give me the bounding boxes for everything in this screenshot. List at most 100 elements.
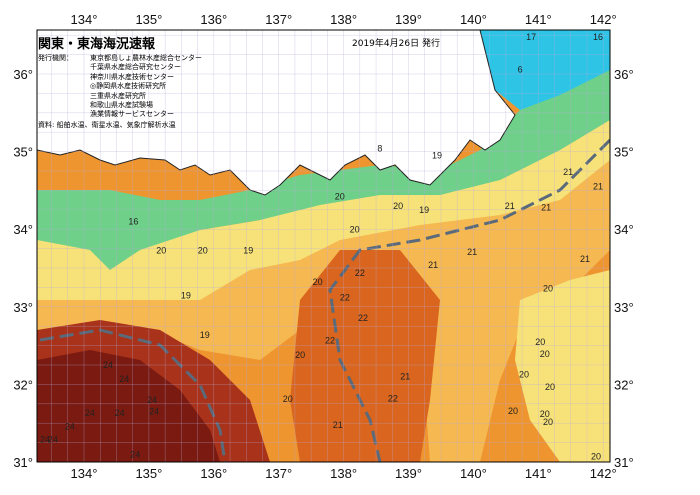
issuer-item: 三重県水産研究所 bbox=[90, 91, 146, 100]
lat-tick-right: 33° bbox=[614, 300, 634, 315]
lon-tick-bottom: 135° bbox=[135, 466, 162, 481]
lat-tick-right: 32° bbox=[614, 377, 634, 392]
contour-label: 24 bbox=[115, 408, 125, 418]
contour-label: 20 bbox=[535, 337, 545, 347]
lon-tick-bottom: 139° bbox=[395, 466, 422, 481]
lat-tick-left: 33° bbox=[13, 300, 33, 315]
data-source: 資料: 船舶水温、衛星水温、気象庁解析水温 bbox=[38, 121, 176, 129]
lat-tick-left: 36° bbox=[13, 67, 33, 82]
contour-label: 24 bbox=[130, 449, 140, 459]
contour-label: 20 bbox=[393, 201, 403, 211]
contour-label: 21 bbox=[580, 254, 590, 264]
lon-tick-top: 139° bbox=[395, 12, 422, 27]
contour-label: 24 bbox=[65, 421, 75, 431]
issuer-item: 漁業情報サービスセンター bbox=[90, 110, 174, 119]
contour-label: 20 bbox=[545, 382, 555, 392]
contour-labels: 17 16 6 8 19 21 21 20 19 20 21 21 16 20 20 20 19 21 21 21 22… bbox=[40, 32, 603, 462]
contour-label: 16 bbox=[128, 217, 138, 227]
contour-label: 21 bbox=[467, 247, 477, 257]
contour-label: 22 bbox=[388, 393, 398, 403]
land bbox=[37, 30, 516, 196]
lat-tick-left: 35° bbox=[13, 145, 33, 160]
contour-label: 24 bbox=[40, 435, 50, 445]
sea-cold bbox=[480, 30, 610, 110]
lon-tick-top: 136° bbox=[200, 12, 227, 27]
lat-tick-right: 31° bbox=[614, 455, 634, 470]
lon-tick-top: 140° bbox=[460, 12, 487, 27]
contour-label: 19 bbox=[432, 151, 442, 161]
contour-label: 21 bbox=[333, 420, 343, 430]
issuer-item: 和歌山県水産試験場 bbox=[90, 101, 153, 110]
lon-tick-top: 141° bbox=[525, 12, 552, 27]
lon-tick-top: 135° bbox=[135, 12, 162, 27]
contour-label: 24 bbox=[103, 360, 113, 370]
sea-darkred bbox=[37, 350, 220, 462]
contour-label: 22 bbox=[358, 313, 368, 323]
contour-label: 20 bbox=[540, 409, 550, 419]
contour-label: 20 bbox=[198, 245, 208, 255]
lon-tick-bottom: 138° bbox=[330, 466, 357, 481]
lat-tick-right: 34° bbox=[614, 222, 634, 237]
issuer-item: 東京都島しょ農林水産総合センター bbox=[90, 54, 202, 62]
lon-tick-bottom: 140° bbox=[460, 466, 487, 481]
lat-tick-left: 32° bbox=[13, 377, 33, 392]
contour-label: 20 bbox=[283, 394, 293, 404]
contour-label: 8 bbox=[377, 144, 382, 154]
contour-label: 16 bbox=[593, 32, 603, 42]
lat-tick-left: 31° bbox=[13, 455, 33, 470]
contour-label: 19 bbox=[181, 290, 191, 300]
issuers-label: 発行機関： bbox=[38, 54, 73, 62]
axis-ticks: 134° 134° 135° 135° 136° 136° 137° 137° 138° 138°… bbox=[13, 12, 633, 481]
lon-tick-bottom: 136° bbox=[200, 466, 227, 481]
grid-lines bbox=[37, 30, 610, 462]
lon-tick-bottom: 137° bbox=[265, 466, 292, 481]
lon-tick-bottom: 134° bbox=[71, 466, 98, 481]
contour-label: 22 bbox=[340, 293, 350, 303]
sea-yellow bbox=[37, 90, 610, 300]
contour-label: 21 bbox=[541, 203, 551, 213]
contour-label: 21 bbox=[400, 372, 410, 382]
sea-temperature-fields: 17 16 6 8 19 21 21 20 19 20 21 21 16 20 20 20 19 21 21 21 22… bbox=[37, 30, 610, 462]
contour-label: 22 bbox=[325, 335, 335, 345]
sea-green bbox=[37, 55, 610, 270]
contour-label: 21 bbox=[593, 182, 603, 192]
contour-label: 21 bbox=[428, 260, 438, 270]
contour-label: 20 bbox=[591, 452, 601, 462]
lon-tick-bottom: 141° bbox=[525, 466, 552, 481]
issue-date: 2019年4月26日 発行 bbox=[352, 39, 440, 49]
contour-label: 20 bbox=[543, 283, 553, 293]
contour-label: 24 bbox=[119, 374, 129, 384]
lat-tick-right: 35° bbox=[614, 145, 634, 160]
contour-label: 21 bbox=[505, 201, 515, 211]
contour-label: 20 bbox=[519, 369, 529, 379]
contour-label: 20 bbox=[508, 406, 518, 416]
issuer-item: ◎静岡県水産技術研究所 bbox=[90, 82, 167, 91]
contour-label: 20 bbox=[350, 224, 360, 234]
contour-label: 22 bbox=[355, 268, 365, 278]
contour-label: 20 bbox=[295, 350, 305, 360]
lat-tick-right: 36° bbox=[614, 67, 634, 82]
contour-label: 6 bbox=[518, 64, 523, 74]
contour-label: 17 bbox=[526, 32, 536, 42]
contour-label: 20 bbox=[335, 192, 345, 202]
contour-label: 20 bbox=[156, 245, 166, 255]
map-title: 関東・東海海況速報 bbox=[38, 37, 156, 52]
lon-tick-top: 134° bbox=[71, 12, 98, 27]
contour-label: 24 bbox=[85, 408, 95, 418]
lon-tick-top: 137° bbox=[265, 12, 292, 27]
contour-label: 24 bbox=[48, 435, 58, 445]
contour-label: 24 bbox=[147, 395, 157, 405]
sea-yellow-east bbox=[515, 270, 610, 462]
issuers-block: 発行機関： 東京都島しょ農林水産総合センター 千葉県水産総合研究センター 神奈川… bbox=[38, 54, 202, 120]
contour-label: 20 bbox=[313, 277, 323, 287]
contour-label: 19 bbox=[243, 245, 253, 255]
contour-label: 19 bbox=[419, 205, 429, 215]
contour-label: 24 bbox=[149, 407, 159, 417]
map-frame bbox=[36, 29, 611, 463]
lon-tick-top: 142° bbox=[590, 12, 617, 27]
issuer-item: 神奈川県水産技術センター bbox=[90, 72, 174, 81]
lon-tick-bottom: 142° bbox=[590, 466, 617, 481]
contour-label: 20 bbox=[540, 349, 550, 359]
contour-label: 21 bbox=[563, 167, 573, 177]
